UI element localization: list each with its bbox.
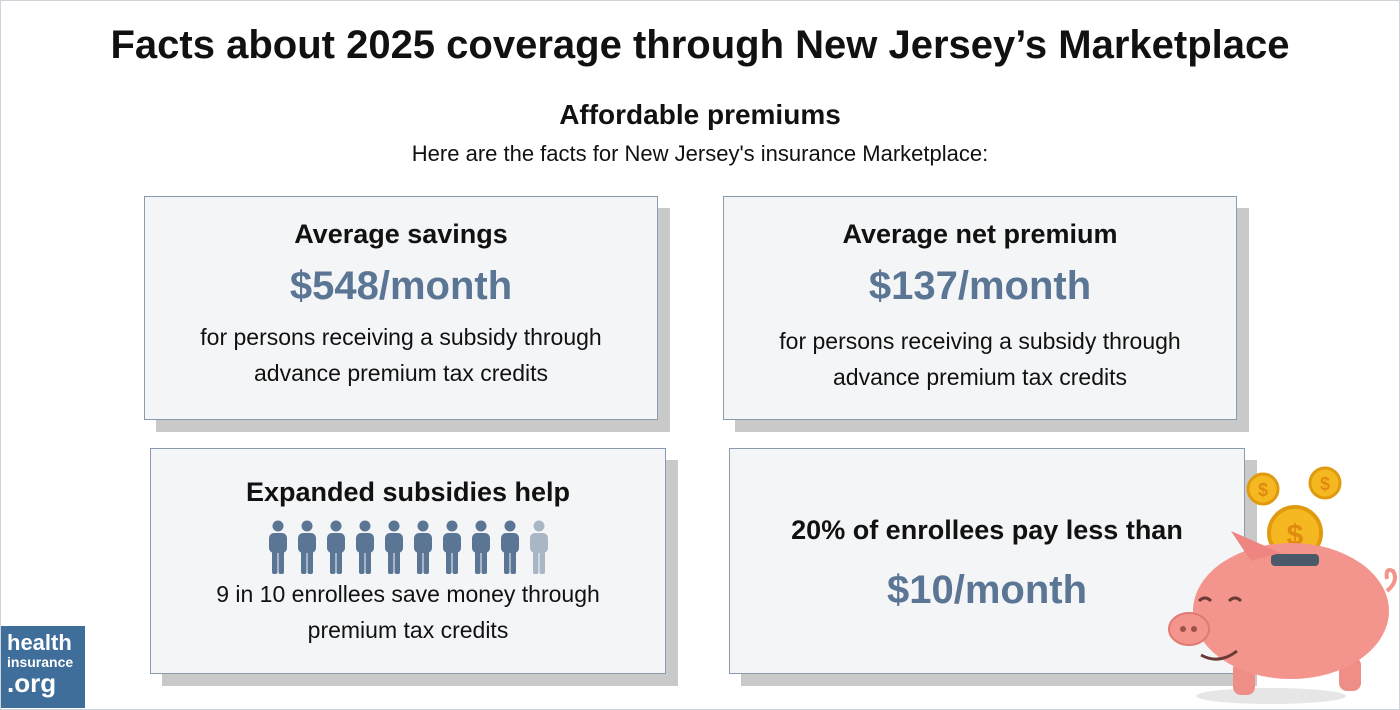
person-icon (471, 520, 490, 574)
person-icon (326, 520, 345, 574)
section-heading: Affordable premiums (559, 99, 841, 130)
card: Average savings $548/month for persons r… (144, 196, 658, 420)
svg-text:$: $ (1258, 480, 1268, 500)
logo-text: insurance (7, 654, 74, 670)
person-icon (384, 520, 403, 574)
card: 20% of enrollees pay less than $10/month (729, 448, 1245, 674)
card-description: for persons receiving a subsidy through … (779, 328, 1181, 390)
card-value: $137/month (868, 264, 1092, 308)
person-icon (268, 520, 287, 574)
title: Facts about 2025 coverage through New Je… (110, 23, 1290, 67)
icon-array (151, 520, 665, 574)
logo[interactable]: health insurance .org (1, 626, 85, 708)
person-icon (355, 520, 374, 574)
person-icon (413, 520, 432, 574)
card-heading: Average savings (294, 219, 508, 249)
person-icon (442, 520, 461, 574)
intro: Here are the facts for New Jersey's insu… (411, 141, 989, 166)
person-icon (529, 520, 548, 574)
card: Expanded subsidies help 9 in 10 enrollee… (150, 448, 666, 674)
person-icon (500, 520, 519, 574)
person-icon (297, 520, 316, 574)
logo-text: .org (7, 668, 57, 698)
card-heading: 20% of enrollees pay less than (791, 515, 1183, 545)
card: Average net premium $137/month for perso… (723, 196, 1237, 420)
card-heading: Expanded subsidies help (245, 477, 571, 507)
logo-text: health (7, 630, 72, 655)
svg-text:$: $ (1320, 474, 1330, 494)
card-description: 9 in 10 enrollees save money through pre… (216, 581, 600, 643)
card-value: $548/month (289, 264, 513, 308)
card-description: for persons receiving a subsidy through … (200, 324, 602, 386)
card-heading: Average net premium (842, 219, 1118, 249)
card-value: $10/month (886, 568, 1088, 612)
piggy-bank-illustration: $ $ $ (1168, 466, 1397, 704)
